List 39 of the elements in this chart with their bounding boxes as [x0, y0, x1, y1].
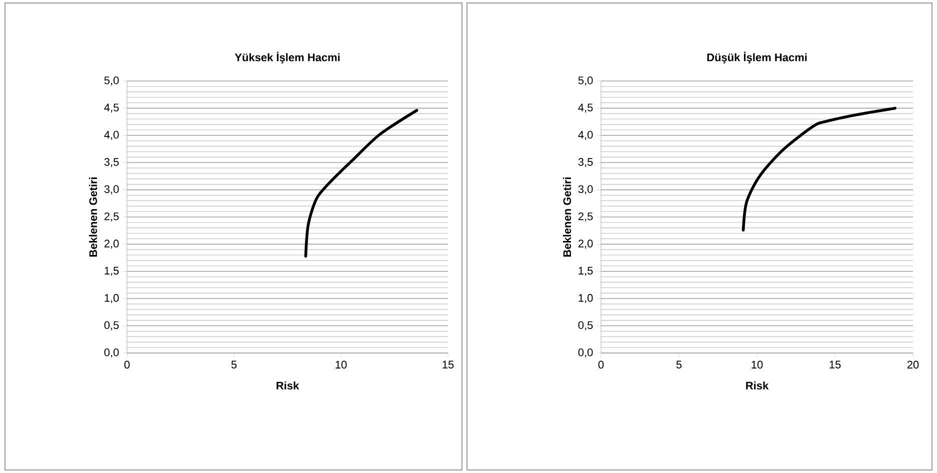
y-tick-label: 5,0	[578, 76, 593, 86]
x-tick-label: 5	[231, 360, 237, 368]
y-tick-label: 4,5	[104, 104, 119, 113]
y-tick-label: 5,0	[104, 76, 119, 86]
y-tick-label: 1,5	[104, 266, 119, 276]
x-tick-label: 0	[124, 360, 130, 369]
y-tick-label: 3,5	[578, 158, 593, 168]
y-tick-label: 2,0	[578, 240, 593, 249]
x-axis-title: Risk	[276, 381, 300, 390]
y-tick-label: 3,5	[104, 158, 119, 168]
y-tick-label: 4,5	[578, 104, 593, 113]
x-tick-label: 20	[907, 360, 919, 369]
y-tick-label: 0,5	[104, 321, 119, 330]
y-tick-label: 2,5	[578, 212, 593, 222]
y-tick-label: 4,0	[104, 130, 119, 140]
x-tick-label: 15	[830, 360, 841, 368]
y-tick-label: 1,5	[578, 266, 593, 276]
y-tick-label: 1,0	[578, 294, 593, 304]
y-tick-label: 2,5	[104, 212, 119, 222]
y-axis-title: Beklenen Getiri	[88, 177, 98, 257]
x-tick-label: 10	[336, 360, 347, 369]
x-tick-label: 5	[676, 360, 682, 368]
x-tick-label: 15	[442, 360, 454, 368]
y-tick-label: 0,5	[578, 321, 593, 330]
y-tick-label: 1,0	[104, 294, 119, 304]
y-tick-label: 3,0	[104, 185, 119, 194]
y-tick-label: 4,0	[578, 130, 593, 140]
x-tick-label: 0	[598, 360, 604, 369]
x-axis-title: Risk	[746, 381, 769, 390]
chart-title: Düşük İşlem Hacmi	[707, 52, 807, 64]
y-axis-title: Beklenen Getiri	[562, 177, 572, 257]
line-series	[304, 108, 418, 258]
x-tick-label: 10	[752, 360, 763, 369]
y-tick-label: 2,0	[104, 240, 119, 249]
y-tick-label: 0,0	[578, 348, 593, 358]
chart-title: Yüksek İşlem Hacmi	[234, 52, 340, 64]
y-tick-label: 3,0	[578, 185, 593, 194]
y-tick-label: 0,0	[104, 348, 119, 358]
line-series	[742, 106, 896, 232]
